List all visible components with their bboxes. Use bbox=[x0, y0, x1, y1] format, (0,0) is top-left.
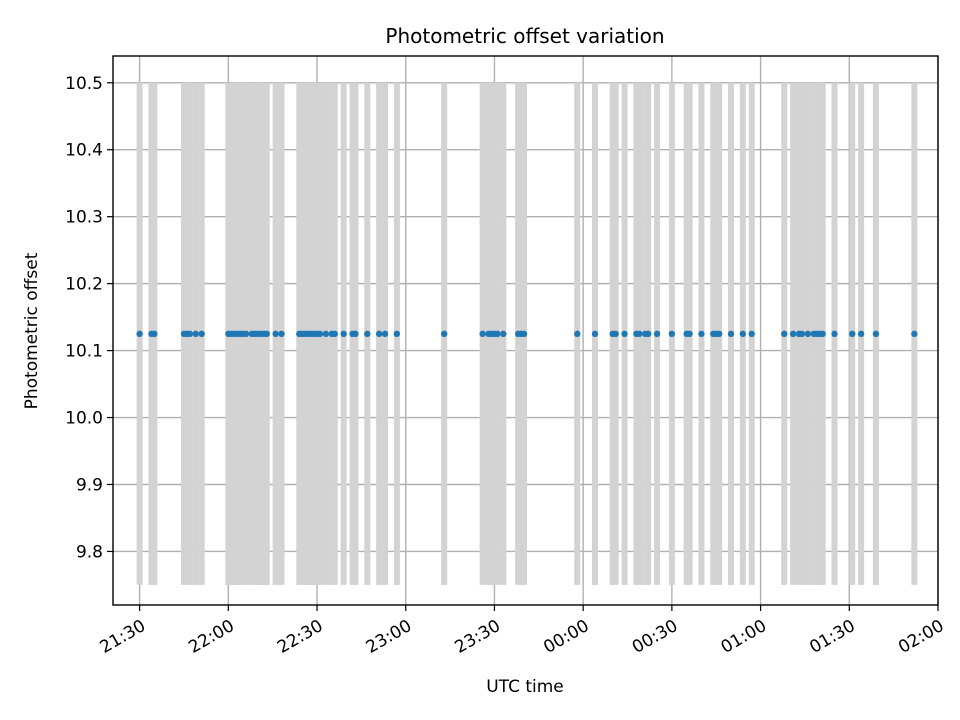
data-point bbox=[872, 330, 880, 338]
y-tick-label: 10.4 bbox=[65, 141, 103, 161]
data-point bbox=[739, 330, 747, 338]
data-point bbox=[393, 330, 401, 338]
data-point bbox=[686, 330, 693, 338]
data-point bbox=[574, 330, 581, 338]
data-point bbox=[698, 330, 705, 338]
y-tick-label: 10.5 bbox=[65, 74, 103, 94]
data-point bbox=[798, 330, 806, 338]
data-point bbox=[198, 330, 205, 338]
data-point bbox=[440, 330, 448, 338]
data-point bbox=[316, 330, 324, 338]
data-point bbox=[364, 330, 371, 338]
data-point bbox=[591, 330, 599, 338]
data-point bbox=[781, 330, 788, 338]
data-point bbox=[381, 330, 389, 338]
data-point bbox=[322, 330, 330, 338]
data-point bbox=[857, 330, 865, 338]
data-point bbox=[668, 330, 676, 338]
data-point bbox=[479, 330, 486, 338]
data-point bbox=[849, 330, 856, 338]
data-point bbox=[636, 330, 643, 338]
data-point bbox=[331, 330, 338, 338]
data-point bbox=[748, 330, 755, 338]
data-point bbox=[340, 330, 347, 338]
data-point bbox=[272, 330, 279, 338]
data-point bbox=[645, 330, 652, 338]
data-point bbox=[375, 330, 383, 338]
data-point bbox=[242, 330, 250, 338]
data-point bbox=[621, 330, 628, 338]
data-point bbox=[653, 330, 661, 338]
y-tick-label: 10.1 bbox=[65, 342, 103, 362]
data-point bbox=[186, 330, 194, 338]
data-point bbox=[136, 330, 143, 338]
data-point bbox=[727, 330, 735, 338]
point-layer bbox=[136, 330, 918, 338]
chart-title: Photometric offset variation bbox=[385, 24, 664, 48]
data-point bbox=[352, 330, 359, 338]
data-point bbox=[151, 330, 158, 338]
data-point bbox=[819, 330, 826, 338]
x-axis-label: UTC time bbox=[486, 677, 564, 697]
data-point bbox=[789, 330, 797, 338]
data-point bbox=[278, 330, 285, 338]
y-tick-label: 10.0 bbox=[65, 409, 103, 429]
data-point bbox=[520, 330, 528, 338]
data-point bbox=[192, 330, 199, 338]
y-tick-label: 9.8 bbox=[76, 542, 103, 562]
plot-frame bbox=[112, 55, 939, 606]
y-axis-label: Photometric offset bbox=[22, 252, 42, 409]
data-point bbox=[831, 330, 838, 338]
data-point bbox=[804, 330, 812, 338]
y-tick-label: 10.3 bbox=[65, 208, 103, 228]
y-tick-label: 10.2 bbox=[65, 275, 103, 295]
data-point bbox=[715, 330, 723, 338]
data-point bbox=[911, 330, 918, 338]
data-point bbox=[612, 330, 619, 338]
y-tick-label: 9.9 bbox=[76, 475, 103, 495]
data-point bbox=[494, 330, 501, 338]
data-point bbox=[500, 330, 507, 338]
data-point bbox=[263, 330, 270, 338]
